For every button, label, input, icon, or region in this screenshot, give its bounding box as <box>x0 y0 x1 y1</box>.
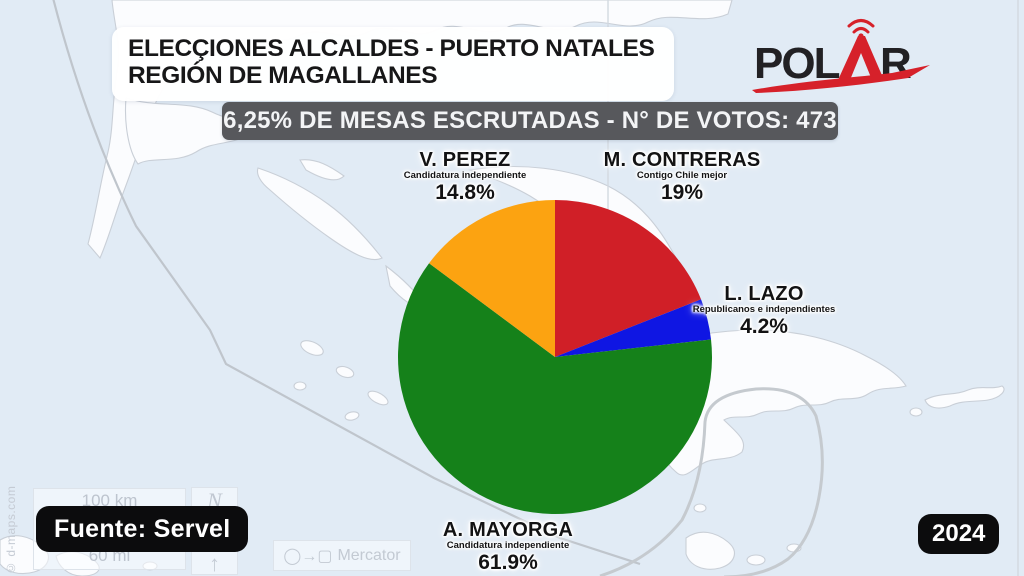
candidate-percent: 61.9% <box>478 550 538 574</box>
logo-swoosh <box>752 65 930 93</box>
pie-chart <box>397 200 712 515</box>
pie-slice-m-contreras <box>555 200 702 357</box>
pie-slice-a-mayorga <box>397 263 712 515</box>
projection-icons: ◯→▢ <box>283 547 333 565</box>
candidate-party: Contigo Chile mejor <box>636 170 728 181</box>
map-island <box>367 390 389 406</box>
title-box: ELECÇIONES ALCALDES - PUERTO NATALES REG… <box>112 27 674 101</box>
map-boundary-line <box>52 0 641 566</box>
pie-slice-l-lazo <box>555 299 712 357</box>
map-landmass <box>125 97 251 165</box>
candidate-label-a-mayorga: A. MAYORGA Candidatura independiente 61.… <box>398 520 618 574</box>
map-boundary-loop <box>599 387 824 576</box>
page-title-line2: REGIÓN DE MAGALLANES <box>128 61 438 89</box>
map-island <box>693 503 707 513</box>
candidate-label-m-contreras: M. CONTRERAS Contigo Chile mejor 19% <box>582 150 782 204</box>
candidate-name: V. PEREZ <box>419 149 511 171</box>
candidate-name: M. CONTRERAS <box>603 149 761 171</box>
candidate-name: L. LAZO <box>724 283 804 305</box>
projection-label: Mercator <box>337 546 401 564</box>
candidate-party: Republicanos e independientes <box>692 304 836 315</box>
year-badge: 2024 <box>918 514 1000 554</box>
map-island <box>909 407 923 417</box>
map-island <box>335 365 355 379</box>
map-island <box>300 340 324 356</box>
mountain-a-icon <box>838 36 884 80</box>
candidate-party: Candidatura independiente <box>446 540 570 551</box>
map-island <box>299 159 345 181</box>
candidate-label-l-lazo: L. LAZO Republicanos e independientes 4.… <box>664 284 864 338</box>
map-island <box>924 385 1005 409</box>
scrutiny-banner: 6,25% DE MESAS ESCRUTADAS - N° DE VOTOS:… <box>222 102 838 140</box>
map-island <box>344 411 360 421</box>
candidate-percent: 19% <box>660 180 704 204</box>
map-island <box>746 554 766 566</box>
polar-logo: POL R <box>752 19 930 93</box>
candidate-name: A. MAYORGA <box>442 519 574 541</box>
candidate-party: Candidatura independiente <box>403 170 527 181</box>
pie-slice-v-perez <box>429 200 555 357</box>
map-attribution: © d-maps.com <box>4 485 18 575</box>
map-island <box>256 167 383 260</box>
source-badge: Fuente: Servel <box>36 506 249 552</box>
map-projection-badge: ◯→▢ Mercator <box>273 540 411 571</box>
map-island <box>293 381 307 391</box>
candidate-label-v-perez: V. PEREZ Candidatura independiente 14.8% <box>365 150 565 204</box>
scale-km-label: 100 km <box>81 491 138 510</box>
candidate-percent: 4.2% <box>740 314 788 338</box>
candidate-percent: 14.8% <box>435 180 495 204</box>
map-island <box>685 531 735 570</box>
antenna-waves-icon <box>847 19 875 34</box>
compass-arrow-icon: ↑ <box>209 551 220 576</box>
page-title-line1: ELECÇIONES ALCALDES - PUERTO NATALES <box>128 35 655 62</box>
